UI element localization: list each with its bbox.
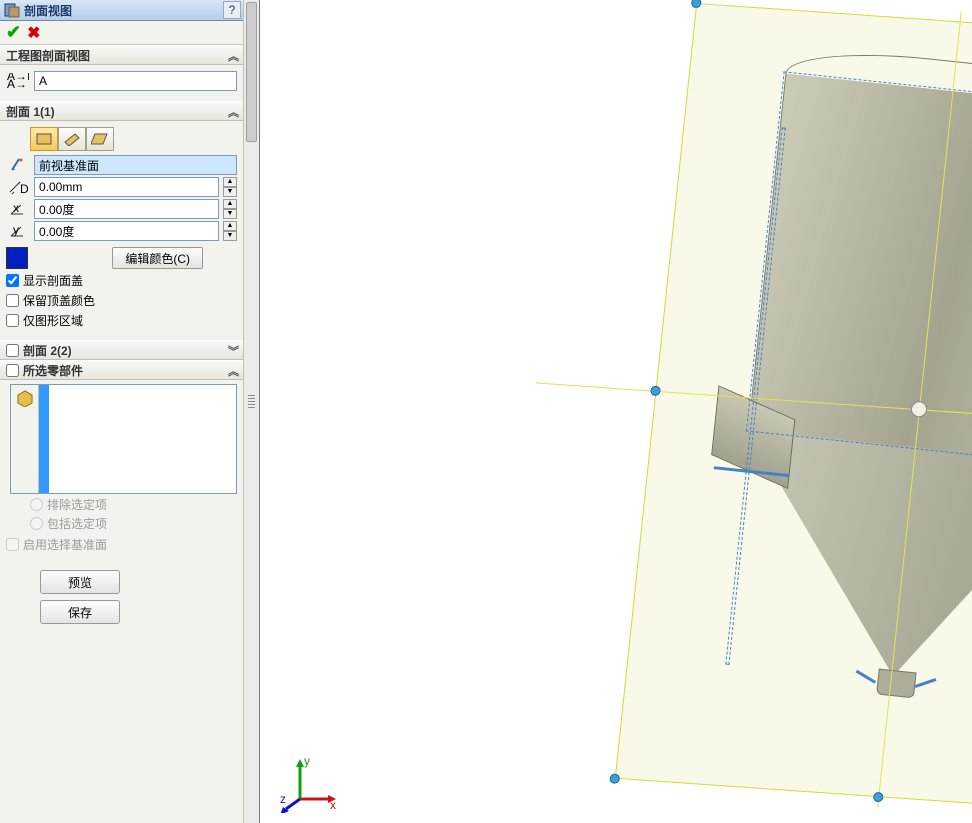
svg-text:D: D: [20, 182, 28, 195]
reference-plane-icon: [6, 155, 30, 175]
plane-orientation-buttons: [30, 127, 237, 151]
confirm-row: ✔ ✖: [0, 21, 243, 45]
triad-z-label: z: [280, 792, 286, 806]
svg-text:x: x: [13, 201, 19, 215]
section-edge: [746, 71, 972, 467]
reference-plane-input[interactable]: [34, 155, 237, 175]
angle-y-spinner[interactable]: ▲▼: [223, 221, 237, 241]
tank-spout: [876, 669, 917, 699]
orientation-triad[interactable]: x y z: [280, 753, 340, 813]
listbox-body[interactable]: [49, 385, 236, 493]
plane-handle[interactable]: [691, 0, 702, 8]
selected-parts-header[interactable]: 所选零部件 ︽: [0, 360, 243, 380]
selected-parts-title: 所选零部件: [23, 362, 83, 379]
panel-titlebar: 剖面视图 ?: [0, 0, 243, 21]
selected-parts-enable-checkbox[interactable]: [6, 364, 19, 377]
exclude-selected-radio: [30, 498, 43, 511]
include-selected-radio: [30, 517, 43, 530]
preview-button[interactable]: 预览: [40, 570, 120, 594]
svg-text:A→: A→: [7, 77, 27, 89]
panel-inner: 剖面视图 ? ✔ ✖ 工程图剖面视图 ︽ A→IA→ 剖面 1(1) ︽: [0, 0, 243, 823]
parts-icon: [11, 385, 39, 493]
angle-y-icon: y: [6, 221, 30, 241]
triad-y-label: y: [304, 754, 310, 768]
edit-color-button[interactable]: 编辑颜色(C): [112, 247, 203, 269]
chevron-icon: ︽: [228, 104, 239, 120]
plane-right-button[interactable]: [86, 127, 114, 151]
drawing-section-title: 工程图剖面视图: [6, 47, 90, 64]
show-section-cap-label: 显示剖面盖: [23, 272, 83, 289]
show-section-cap-checkbox[interactable]: [6, 274, 19, 287]
chevron-icon: ︽: [228, 363, 239, 379]
section2-title: 剖面 2(2): [23, 342, 72, 359]
offset-distance-input[interactable]: [34, 177, 219, 197]
section2-enable-checkbox[interactable]: [6, 344, 19, 357]
graphics-only-checkbox[interactable]: [6, 314, 19, 327]
listbox-selection-bar: [39, 385, 49, 493]
plane-handle[interactable]: [650, 385, 661, 396]
section-color-swatch[interactable]: [6, 247, 28, 269]
scrollbar-thumb[interactable]: [246, 2, 257, 142]
section1-body: D ▲▼ x ▲▼ y ▲▼: [0, 121, 243, 340]
cancel-button[interactable]: ✖: [27, 23, 40, 43]
keep-cap-color-label: 保留顶盖颜色: [23, 292, 95, 309]
graphics-viewport[interactable]: x y z: [260, 0, 972, 823]
triad-x-label: x: [330, 798, 336, 812]
enable-plane-selection-checkbox: [6, 538, 19, 551]
selected-parts-listbox[interactable]: [10, 384, 237, 494]
angle-x-spinner[interactable]: ▲▼: [223, 199, 237, 219]
property-panel: 剖面视图 ? ✔ ✖ 工程图剖面视图 ︽ A→IA→ 剖面 1(1) ︽: [0, 0, 260, 823]
exclude-selected-label: 排除选定项: [47, 496, 107, 513]
selected-parts-body: 排除选定项 包括选定项 启用选择基准面: [0, 380, 243, 564]
include-selected-label: 包括选定项: [47, 515, 107, 532]
section2-header[interactable]: 剖面 2(2) ︾: [0, 340, 243, 360]
angle-x-input[interactable]: [34, 199, 219, 219]
plane-handle[interactable]: [609, 773, 620, 784]
ok-button[interactable]: ✔: [6, 22, 21, 43]
svg-text:y: y: [13, 223, 19, 237]
drawing-section-header[interactable]: 工程图剖面视图 ︽: [0, 45, 243, 65]
panel-title: 剖面视图: [24, 2, 72, 19]
angle-x-icon: x: [6, 199, 30, 219]
plane-front-button[interactable]: [30, 127, 58, 151]
section-label-input[interactable]: [34, 71, 237, 91]
splitter-grip[interactable]: [248, 395, 255, 409]
section1-title: 剖面 1(1): [6, 103, 55, 120]
offset-distance-icon: D: [6, 177, 30, 197]
panel-scrollbar[interactable]: [243, 0, 259, 823]
drawing-section-body: A→IA→: [0, 65, 243, 101]
section1-header[interactable]: 剖面 1(1) ︽: [0, 101, 243, 121]
chevron-down-icon: ︾: [228, 343, 239, 359]
angle-y-input[interactable]: [34, 221, 219, 241]
keep-cap-color-checkbox[interactable]: [6, 294, 19, 307]
offset-spinner[interactable]: ▲▼: [223, 177, 237, 197]
help-button[interactable]: ?: [223, 1, 241, 19]
section-view-icon: [4, 2, 20, 18]
model-geometry: [654, 37, 972, 802]
plane-handle[interactable]: [873, 792, 884, 803]
graphics-only-label: 仅图形区域: [23, 312, 83, 329]
save-button[interactable]: 保存: [40, 600, 120, 624]
chevron-icon: ︽: [228, 48, 239, 64]
enable-plane-selection-label: 启用选择基准面: [23, 536, 107, 553]
plane-top-button[interactable]: [58, 127, 86, 151]
section-label-icon: A→IA→: [6, 71, 30, 91]
